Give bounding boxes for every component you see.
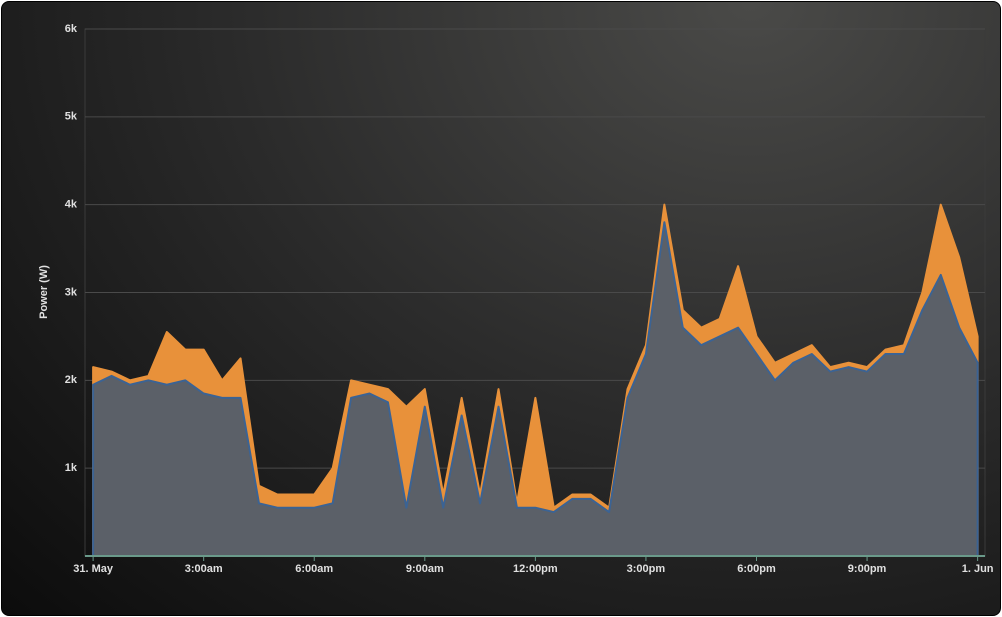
y-tick-label: 4k (65, 199, 78, 211)
x-tick-label: 31. May (73, 563, 114, 575)
x-tick-label: 9:00pm (848, 563, 887, 575)
x-tick-label: 3:00pm (627, 563, 666, 575)
y-tick-label: 6k (65, 23, 78, 35)
area (92, 221, 979, 557)
y-tick-label: 3k (65, 286, 78, 298)
x-tick-label: 6:00am (295, 563, 333, 575)
y-tick-label: 2k (65, 374, 78, 386)
x-tick-label: 6:00pm (737, 563, 776, 575)
y-tick-label: 1k (65, 462, 78, 474)
x-tick-label: 1. Jun (962, 563, 994, 575)
y-axis-title: Power (W) (38, 265, 50, 319)
x-tick-label: 9:00am (406, 563, 444, 575)
x-tick-label: 3:00am (185, 563, 223, 575)
x-tick-label: 12:00pm (513, 563, 558, 575)
y-tick-label: 5k (65, 111, 78, 123)
